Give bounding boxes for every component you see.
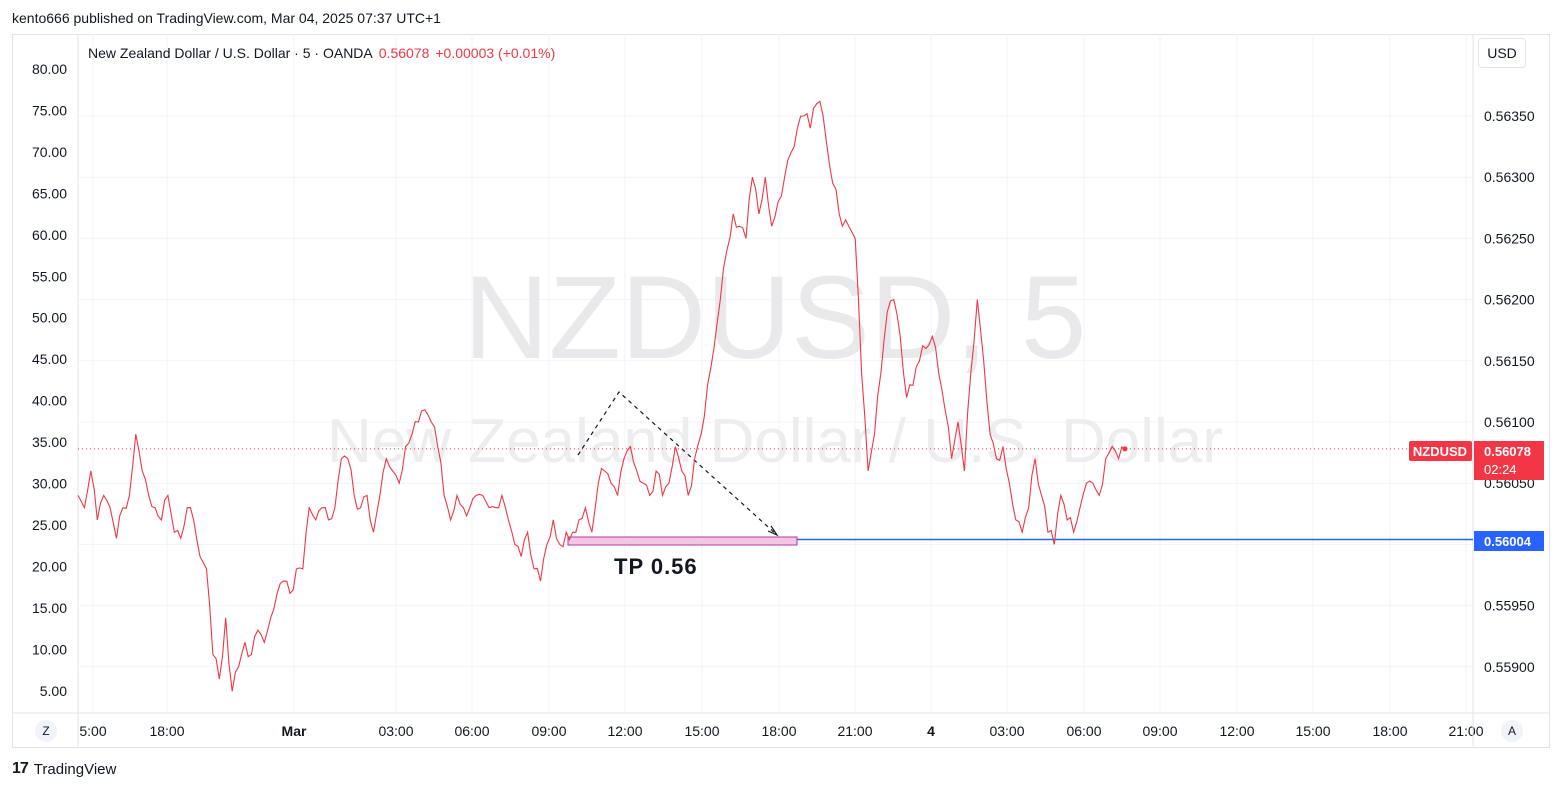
- svg-text:NZDUSD: NZDUSD: [1413, 444, 1467, 459]
- time-tick-label: 06:00: [1066, 723, 1101, 739]
- time-tick-label: 12:00: [1219, 723, 1254, 739]
- left-tick-label: 35.00: [32, 434, 67, 450]
- left-tick-label: 45.00: [32, 351, 67, 367]
- time-tick-label: 03:00: [378, 723, 413, 739]
- left-tick-label: 5.00: [40, 683, 67, 699]
- footer-brand: 17 TradingView: [12, 760, 116, 778]
- price-tick-label: 0.55900: [1484, 659, 1535, 675]
- chart-frame[interactable]: [12, 34, 1550, 748]
- time-axis[interactable]: 5:00 18:00 Mar 03:00 06:00 09:00 12:00 15:00 18:…: [79, 723, 1483, 739]
- last-price-dot: [1122, 446, 1128, 452]
- watermark-symbol: NZDUSD, 5: [464, 252, 1087, 384]
- projection-arrowhead: [767, 525, 779, 537]
- time-tick-label: 21:00: [837, 723, 872, 739]
- time-tick-label: 5:00: [79, 723, 106, 739]
- left-tick-label: 15.00: [32, 600, 67, 616]
- grid: [78, 34, 1473, 713]
- time-tick-label: 06:00: [454, 723, 489, 739]
- price-tick-label: 0.55950: [1484, 598, 1535, 614]
- left-tick-label: 50.00: [32, 310, 67, 326]
- left-tick-label: 70.00: [32, 144, 67, 160]
- time-tick-label: 18:00: [761, 723, 796, 739]
- left-tick-label: 25.00: [32, 517, 67, 533]
- left-tick-label: 20.00: [32, 558, 67, 574]
- left-tick-label: 80.00: [32, 61, 67, 77]
- time-tick-label: 4: [927, 723, 935, 739]
- time-tick-label: 09:00: [1142, 723, 1177, 739]
- time-tick-label: 03:00: [989, 723, 1024, 739]
- publisher-header: kento666 published on TradingView.com, M…: [12, 10, 441, 26]
- price-tick-label: 0.56200: [1484, 292, 1535, 308]
- auto-scale-button[interactable]: A: [1501, 720, 1523, 742]
- legend-title: New Zealand Dollar / U.S. Dollar · 5 · O…: [88, 45, 373, 61]
- time-tick-label: 15:00: [684, 723, 719, 739]
- projection-path[interactable]: [577, 391, 778, 536]
- time-tick-label: 21:00: [1448, 723, 1483, 739]
- time-tick-label: Mar: [282, 723, 307, 739]
- time-tick-label: 09:00: [531, 723, 566, 739]
- tradingview-logo-icon: 17: [12, 760, 29, 777]
- svg-text:02:24: 02:24: [1484, 462, 1517, 477]
- footer-brand-name: TradingView: [33, 760, 117, 778]
- price-tick-label: 0.56350: [1484, 108, 1535, 124]
- price-tick-label: 0.56150: [1484, 353, 1535, 369]
- last-price-tag: 0.56078 02:24: [1474, 441, 1544, 480]
- price-axis[interactable]: 0.56350 0.56300 0.56250 0.56200 0.56150 0.561…: [1484, 108, 1535, 675]
- left-tick-label: 30.00: [32, 476, 67, 492]
- chart-legend[interactable]: New Zealand Dollar / U.S. Dollar · 5 · O…: [88, 45, 555, 61]
- price-tick-label: 0.56100: [1484, 414, 1535, 430]
- time-tick-label: 12:00: [607, 723, 642, 739]
- left-tick-label: 40.00: [32, 393, 67, 409]
- legend-change: +0.00003 (+0.01%): [435, 45, 556, 61]
- price-tick-label: 0.56300: [1484, 169, 1535, 185]
- watermark-name: New Zealand Dollar / U.S. Dollar: [327, 407, 1223, 476]
- time-tick-label: 18:00: [1372, 723, 1407, 739]
- svg-text:0.56004: 0.56004: [1484, 534, 1532, 549]
- legend-price: 0.56078: [378, 45, 430, 61]
- time-tick-label: 18:00: [149, 723, 184, 739]
- symbol-tag: NZDUSD: [1409, 441, 1472, 461]
- svg-text:0.56078: 0.56078: [1484, 444, 1531, 459]
- price-tick-label: 0.56250: [1484, 230, 1535, 246]
- level-price-tag: 0.56004: [1474, 531, 1544, 551]
- tp-zone[interactable]: [567, 536, 798, 546]
- left-tick-label: 75.00: [32, 102, 67, 118]
- left-tick-label: 10.00: [32, 641, 67, 657]
- left-tick-label: 65.00: [32, 185, 67, 201]
- time-tick-label: 15:00: [1295, 723, 1330, 739]
- currency-button[interactable]: USD: [1478, 38, 1526, 68]
- left-tick-label: 55.00: [32, 268, 67, 284]
- price-series-line[interactable]: [77, 100, 1126, 692]
- tp-label: TP 0.56: [614, 554, 698, 579]
- left-tick-label: 60.00: [32, 227, 67, 243]
- left-axis: 80.00 75.00 70.00 65.00 60.00 55.00 50.00 45.00…: [32, 61, 67, 699]
- zoom-toggle-button[interactable]: Z: [35, 720, 57, 742]
